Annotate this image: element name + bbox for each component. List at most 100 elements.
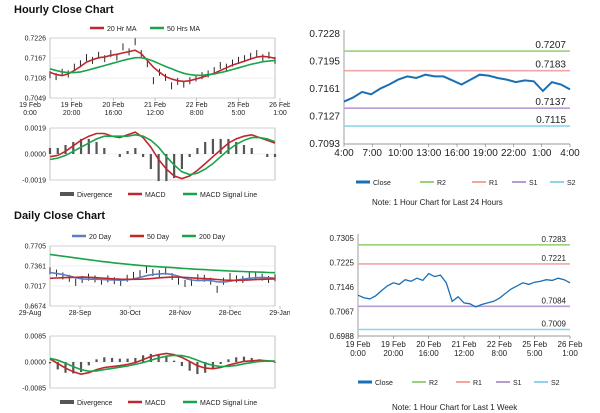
x-tick-label: 29-Aug — [19, 310, 42, 317]
legend-macd-label: MACD — [145, 400, 166, 407]
x-tick-label: 20:00 — [383, 349, 404, 358]
legend-20-hr-ma-label: 20 Hr MA — [107, 26, 137, 33]
x-tick-label: 16:00 — [444, 148, 469, 159]
x-tick-label: 25 Feb — [227, 102, 249, 109]
y-tick-label: 0.7161 — [309, 84, 340, 95]
y-tick-label: 0.7049 — [25, 96, 47, 103]
x-tick-label: 0:00 — [23, 110, 37, 117]
legend-divergence-label: Divergence — [77, 400, 113, 407]
plot-frame — [49, 245, 276, 307]
y-tick-label: 0.7225 — [330, 259, 355, 268]
legend-macd-signal-line-label: MACD Signal Line — [200, 400, 257, 407]
x-tick-label: 19 Feb — [346, 340, 371, 349]
y-tick-label: 0.7146 — [330, 283, 355, 292]
level-label-r1: 0.7221 — [542, 254, 567, 263]
y-tick-label: 0.7305 — [330, 234, 355, 243]
y-tick-label: -0.0019 — [22, 178, 46, 185]
x-tick-label: 19:00 — [473, 148, 498, 159]
x-tick-label: 28-Nov — [169, 310, 192, 317]
legend-s1-label: S1 — [513, 380, 522, 387]
y-tick-label: 0.7167 — [25, 56, 47, 63]
legend-20-day-label: 20 Day — [89, 234, 112, 241]
y-tick-label: 0.7093 — [309, 139, 340, 150]
hourly-macd-chart: 0.0019 0.0000 -0.0019 Divergence MACD MACD Si… — [22, 126, 277, 199]
x-tick-label: 4:00 — [334, 148, 354, 159]
x-tick-label: 28-Sep — [69, 310, 92, 317]
legend-50-day-label: 50 Day — [147, 234, 170, 241]
x-tick-label: 19 Feb — [19, 102, 41, 109]
series-20-hr-ma — [49, 49, 276, 83]
y-tick-label: 0.7195 — [309, 57, 340, 68]
x-tick-label: 1:00 — [562, 349, 578, 358]
x-tick-label: 22:00 — [501, 148, 526, 159]
legend-200-day-label: 200 Day — [199, 234, 226, 241]
legend-close-label: Close — [375, 380, 393, 387]
y-tick-label: 0.7108 — [25, 76, 47, 83]
x-tick-label: 21 Feb — [144, 102, 166, 109]
series-macd — [49, 131, 276, 180]
legend-macd-signal-line-label: MACD Signal Line — [200, 192, 257, 199]
x-tick-label: 1:00 — [532, 148, 552, 159]
level-label-r1: 0.7183 — [535, 60, 566, 71]
x-tick-label: 26 Feb — [269, 102, 290, 109]
legend-r1-label: R1 — [489, 180, 498, 187]
legend-50-hrs-ma-label: 50 Hrs MA — [167, 26, 200, 33]
legend-s2-label: S2 — [567, 180, 576, 187]
x-tick-label: 19 Feb — [61, 102, 83, 109]
x-tick-label: 4:00 — [560, 148, 580, 159]
daily-macd-chart: 0.0085 0.0000 -0.0085 Divergence MACD MACD Si… — [22, 334, 277, 407]
x-tick-label: 10:00 — [388, 148, 413, 159]
x-tick-label: 7:00 — [363, 148, 383, 159]
y-tick-label: 0.6988 — [330, 332, 355, 341]
series-macd-signal-line — [49, 354, 275, 373]
y-tick-label: 0.7361 — [25, 264, 47, 271]
hourly-note: Note: 1 Hour Chart for Last 24 Hours — [372, 198, 503, 207]
y-tick-label: 0.0000 — [25, 360, 47, 367]
x-tick-label: 30-Oct — [119, 310, 140, 317]
x-tick-label: 25 Feb — [522, 340, 547, 349]
legend-macd-label: MACD — [145, 192, 166, 199]
x-tick-label: 0:00 — [350, 349, 366, 358]
y-tick-label: 0.7228 — [309, 29, 340, 40]
hourly-price-chart: 0.7226 0.7167 0.7108 0.7049 20 Hr MA 50 Hrs M… — [19, 26, 290, 117]
y-tick-label: 0.7067 — [330, 308, 355, 317]
x-tick-label: 19 Feb — [381, 340, 406, 349]
level-label-r2: 0.7283 — [542, 235, 567, 244]
y-tick-label: 0.7705 — [25, 244, 47, 251]
daily-close-line-chart: 0.7305 0.7225 0.7146 0.7067 0.6988 0.7283 0.72… — [330, 234, 583, 387]
series-50-hrs-ma — [49, 56, 276, 77]
series-close — [343, 73, 571, 103]
legend-r2-label: R2 — [429, 380, 438, 387]
level-label-s2: 0.7115 — [536, 115, 566, 126]
x-tick-label: 20:00 — [63, 110, 81, 117]
plot-frame — [49, 37, 276, 99]
x-tick-label: 22 Feb — [487, 340, 512, 349]
x-tick-label: 20 Feb — [416, 340, 441, 349]
x-tick-label: 16:00 — [105, 110, 123, 117]
x-tick-label: 5:00 — [527, 349, 543, 358]
x-tick-label: 8:00 — [492, 349, 508, 358]
x-tick-label: 16:00 — [419, 349, 440, 358]
y-tick-label: 0.6674 — [25, 304, 47, 311]
hourly-section-title: Hourly Close Chart — [14, 4, 114, 16]
daily-price-chart: 0.7705 0.7361 0.7017 0.6674 20 Day 50 Day 200 … — [19, 234, 290, 317]
daily-section-title: Daily Close Chart — [14, 210, 106, 222]
y-tick-label: -0.0085 — [22, 386, 46, 393]
series-200-day — [49, 253, 276, 274]
series-macd — [49, 352, 276, 376]
legend-r1-label: R1 — [473, 380, 482, 387]
x-tick-label: 12:00 — [454, 349, 475, 358]
x-tick-label: 20 Feb — [102, 102, 124, 109]
y-tick-label: 0.0085 — [25, 334, 47, 341]
level-label-s1: 0.7084 — [542, 296, 567, 305]
x-tick-label: 21 Feb — [452, 340, 477, 349]
legend-r2-label: R2 — [437, 180, 446, 187]
legend-s1-label: S1 — [529, 180, 538, 187]
hourly-close-line-chart: 0.7228 0.7195 0.7161 0.7127 0.7093 0.7207 0.71… — [309, 29, 580, 187]
x-tick-label: 1:00 — [273, 110, 287, 117]
daily-note: Note: 1 Hour Chart for Last 1 Week — [392, 403, 518, 412]
series-macd-signal-line — [49, 133, 276, 176]
y-tick-label: 0.7017 — [25, 284, 47, 291]
legend-divergence-label: Divergence — [77, 192, 113, 199]
legend-close-label: Close — [373, 180, 391, 187]
